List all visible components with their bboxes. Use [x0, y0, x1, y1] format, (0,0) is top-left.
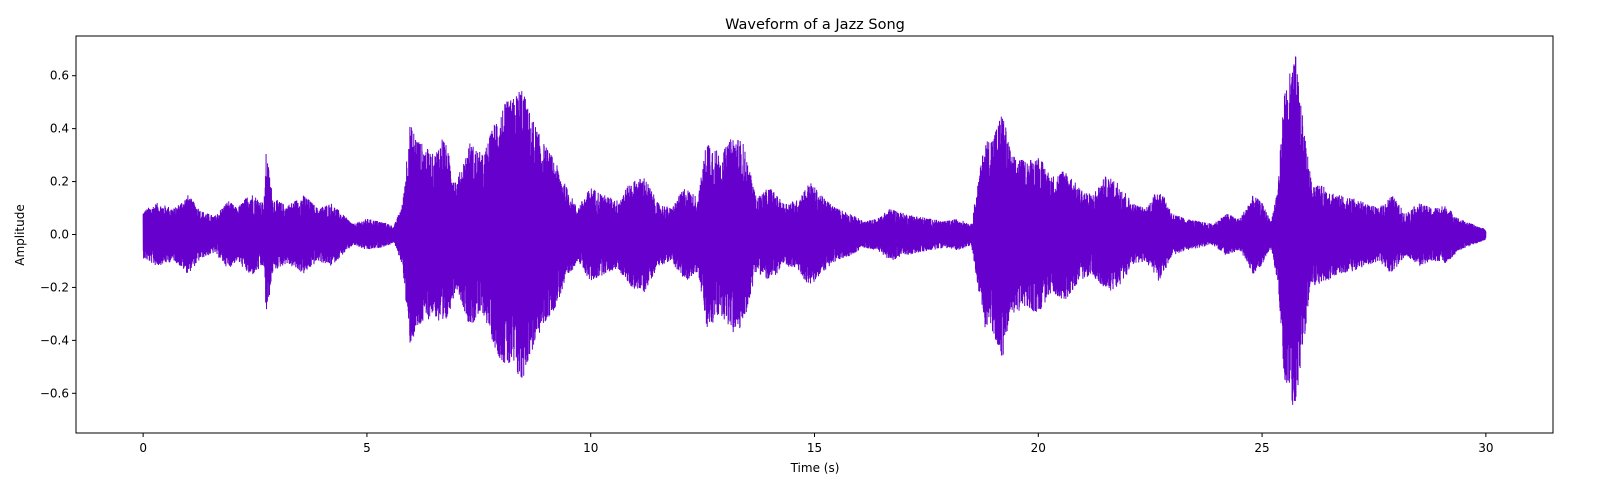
- x-axis: 0 5 10 15 20 25 30: [139, 433, 1494, 455]
- chart-title: Waveform of a Jazz Song: [725, 17, 905, 33]
- y-tick-label: −0.4: [40, 333, 69, 347]
- x-tick-label: 0: [139, 441, 147, 455]
- x-tick-label: 5: [363, 441, 371, 455]
- y-tick-label: 0.0: [50, 228, 69, 242]
- y-axis-label: Amplitude: [13, 204, 27, 266]
- y-tick-label: −0.6: [40, 386, 69, 400]
- x-tick-label: 10: [583, 441, 598, 455]
- x-tick-label: 25: [1254, 441, 1269, 455]
- waveform-series-line: [142, 56, 1487, 405]
- y-tick-label: 0.2: [50, 175, 69, 189]
- y-tick-label: 0.4: [50, 122, 69, 136]
- y-tick-label: −0.2: [40, 280, 69, 294]
- y-axis: −0.6 −0.4 −0.2 0.0 0.2 0.4 0.6: [40, 69, 76, 400]
- x-tick-label: 30: [1478, 441, 1493, 455]
- x-tick-label: 15: [807, 441, 822, 455]
- x-tick-label: 20: [1031, 441, 1046, 455]
- plot-area: [142, 56, 1487, 405]
- y-tick-label: 0.6: [50, 69, 69, 83]
- x-axis-label: Time (s): [790, 461, 840, 475]
